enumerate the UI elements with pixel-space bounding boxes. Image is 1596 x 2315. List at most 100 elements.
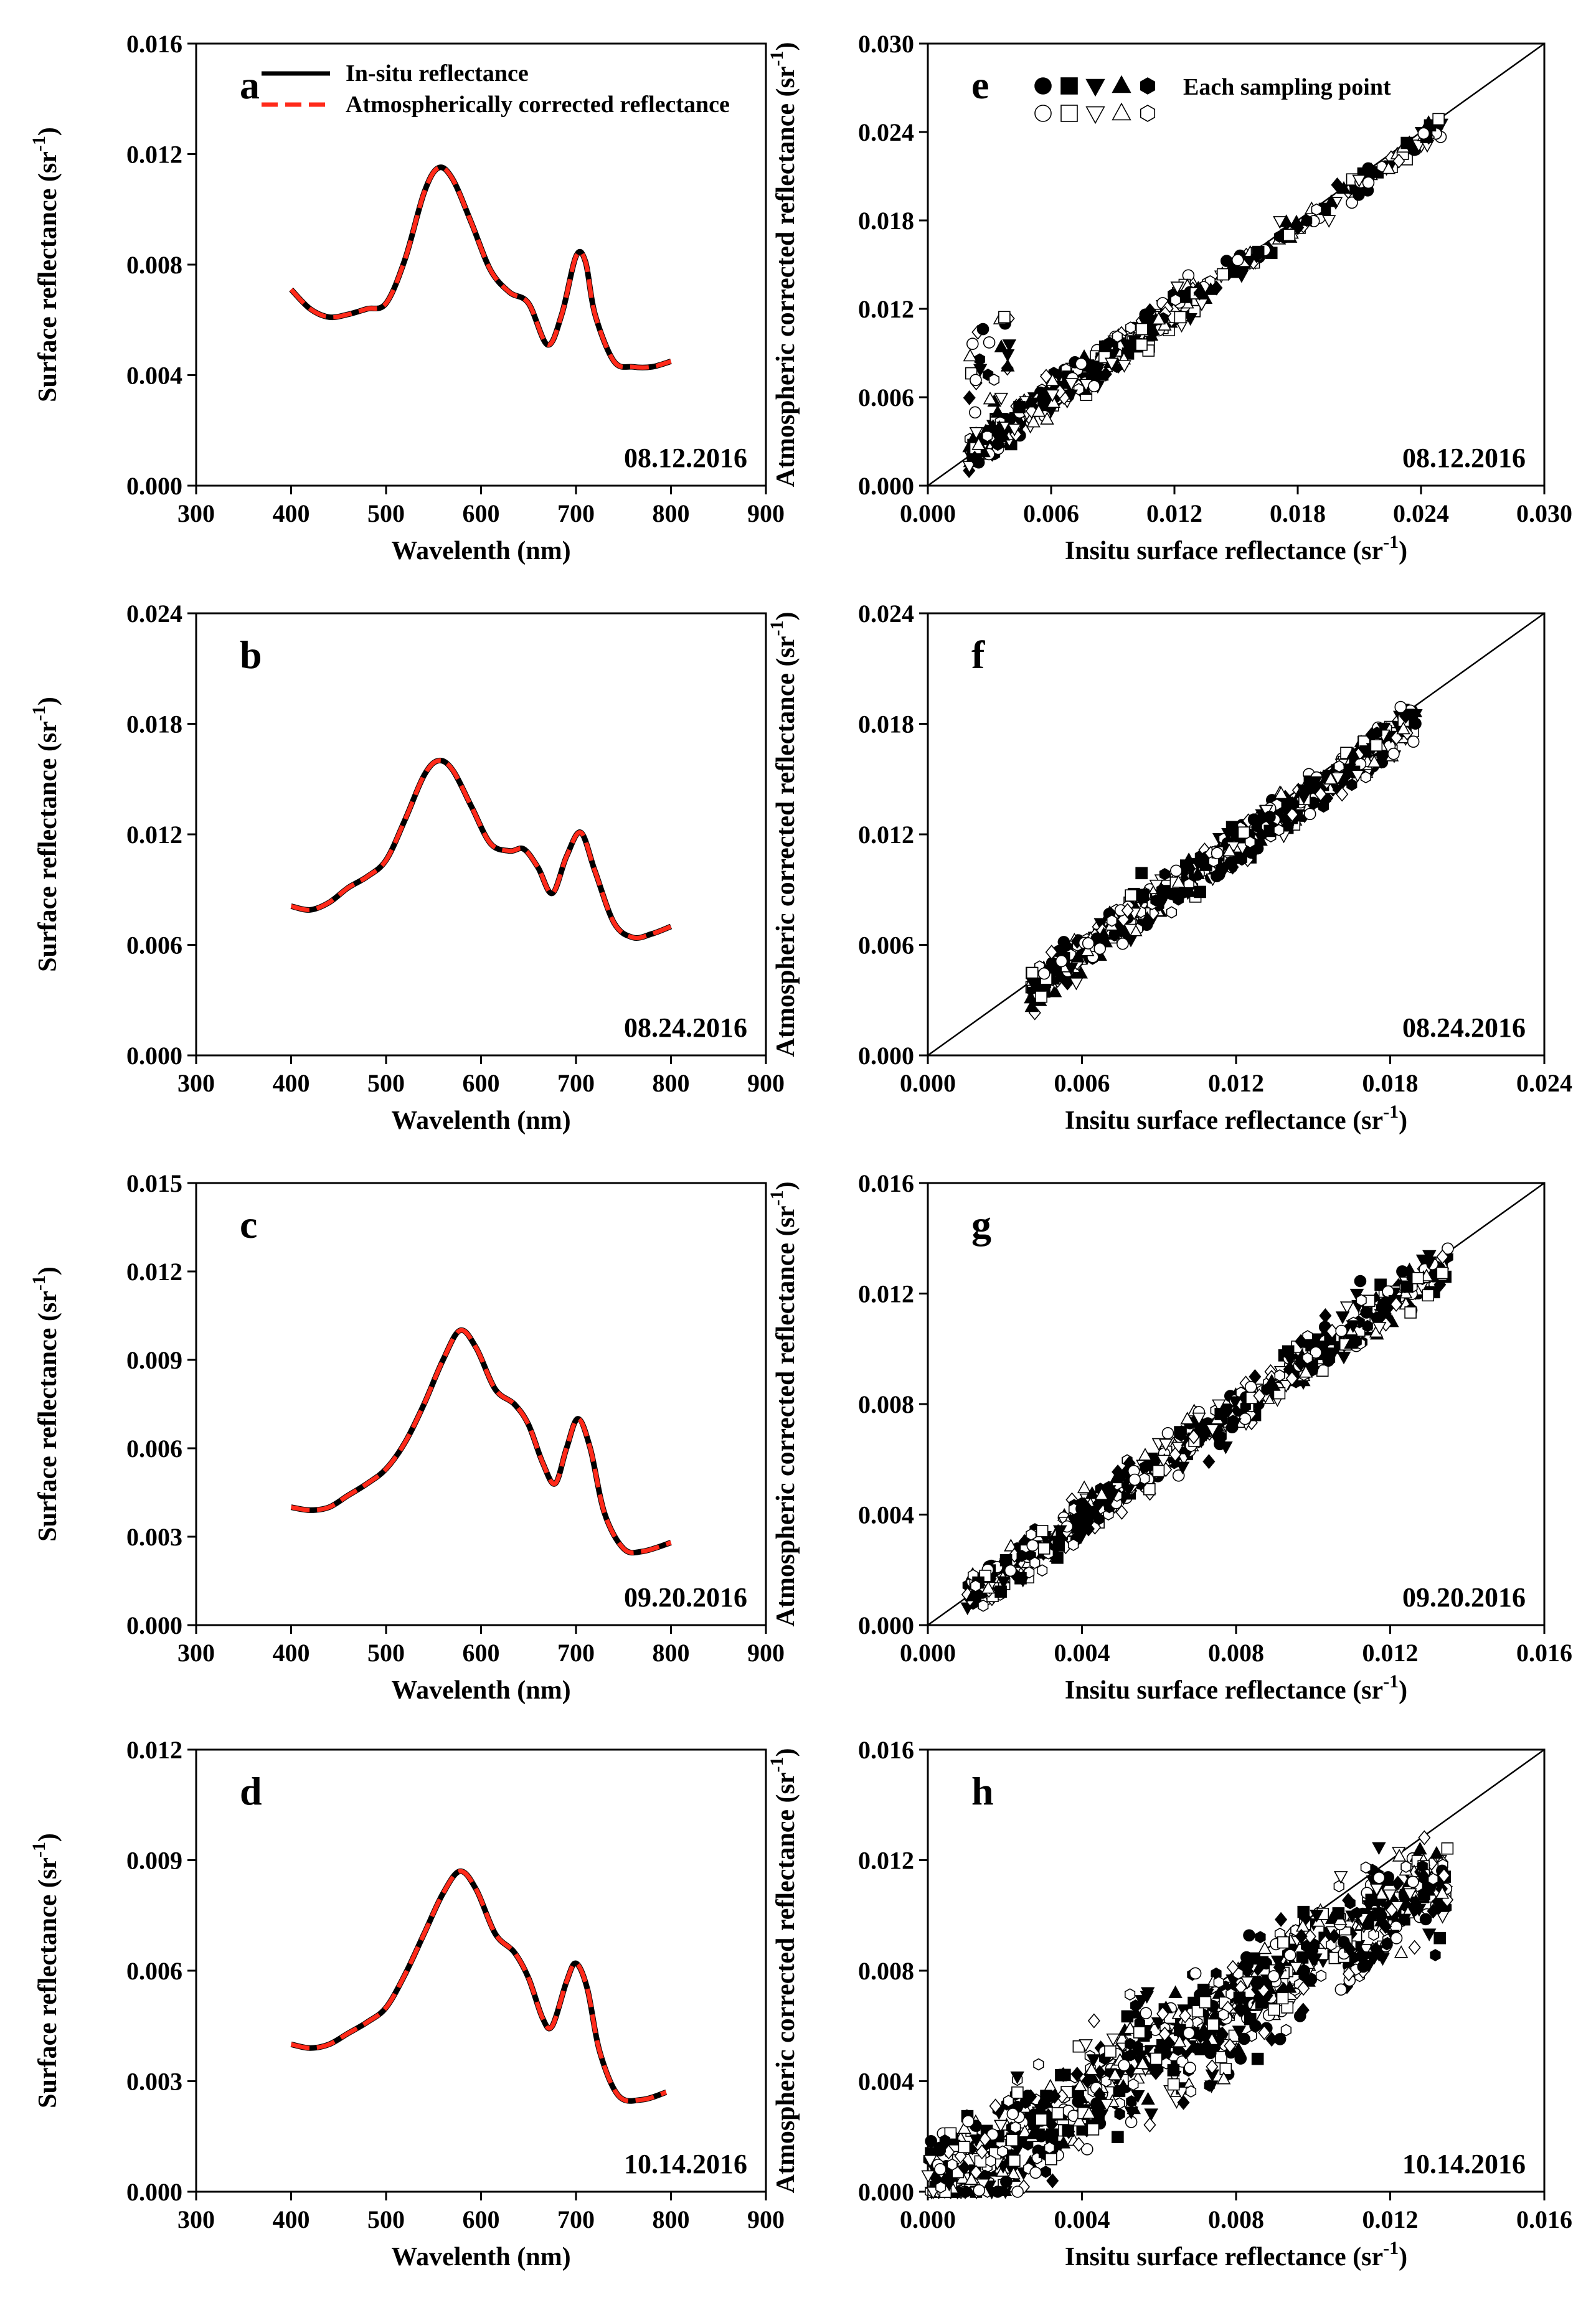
x-tick-label: 400 xyxy=(273,499,310,527)
data-point xyxy=(1056,2136,1071,2149)
data-point xyxy=(1046,2128,1059,2141)
data-point xyxy=(1268,2003,1280,2016)
data-point xyxy=(1295,1334,1308,1349)
panel-letter: b xyxy=(240,633,262,677)
data-point xyxy=(1140,2007,1152,2019)
data-point xyxy=(1267,1970,1280,1983)
data-point xyxy=(1191,2005,1204,2017)
x-tick-label: 300 xyxy=(177,1639,215,1667)
data-point xyxy=(1215,2051,1227,2063)
x-tick-label: 700 xyxy=(557,1639,595,1667)
data-point xyxy=(1064,963,1079,976)
x-tick-label: 0.012 xyxy=(1208,1069,1264,1097)
x-tick-label: 300 xyxy=(177,2205,215,2233)
x-axis-label: Insitu surface reflectance (sr-1) xyxy=(1065,1101,1407,1135)
y-tick-label: 0.012 xyxy=(126,1736,182,1764)
y-tick-label: 0.004 xyxy=(858,1501,914,1529)
data-point xyxy=(1331,177,1344,192)
data-point xyxy=(1046,395,1060,408)
data-point xyxy=(1296,784,1311,798)
data-point xyxy=(1367,755,1382,768)
x-tick-label: 0.000 xyxy=(900,499,956,527)
data-point xyxy=(964,2172,979,2185)
data-point xyxy=(1404,1306,1417,1319)
data-point xyxy=(992,420,1007,433)
data-point xyxy=(1040,412,1054,425)
data-point xyxy=(1000,349,1015,362)
data-point xyxy=(1419,1913,1432,1926)
data-point xyxy=(1172,2034,1187,2047)
x-tick-label: 600 xyxy=(463,2205,500,2233)
data-point xyxy=(1088,380,1100,392)
x-tick-label: 0.012 xyxy=(1146,499,1202,527)
data-point xyxy=(1422,1289,1435,1302)
x-tick-label: 500 xyxy=(367,2205,405,2233)
data-point xyxy=(1084,2062,1099,2075)
data-point xyxy=(1441,1842,1454,1855)
y-tick-label: 0.012 xyxy=(858,821,914,849)
x-tick-label: 800 xyxy=(653,499,690,527)
data-point xyxy=(1003,2095,1014,2108)
x-axis-label: Insitu surface reflectance (sr-1) xyxy=(1065,2238,1407,2271)
data-point xyxy=(1124,2106,1138,2119)
data-point xyxy=(1115,2030,1130,2044)
data-point xyxy=(1400,1860,1412,1873)
data-point xyxy=(1216,1430,1227,1443)
x-tick-label: 0.016 xyxy=(1516,1639,1572,1667)
data-point xyxy=(1250,248,1263,263)
data-point xyxy=(1203,282,1218,295)
data-point xyxy=(1273,824,1285,837)
panel-letter: a xyxy=(240,63,260,107)
y-tick-label: 0.009 xyxy=(126,1346,182,1374)
data-point xyxy=(1394,700,1407,714)
data-point xyxy=(1183,2027,1196,2039)
data-point xyxy=(1322,1354,1335,1367)
legend-label-corrected: Atmospherically corrected reflectance xyxy=(346,92,730,118)
data-point xyxy=(1307,1943,1319,1956)
x-tick-label: 600 xyxy=(463,1639,500,1667)
data-point xyxy=(1356,1950,1369,1963)
data-point xyxy=(1214,1408,1227,1420)
x-tick-label: 700 xyxy=(557,1069,595,1097)
x-tick-label: 0.000 xyxy=(900,2205,956,2233)
data-point xyxy=(1046,373,1060,386)
data-point xyxy=(1435,1911,1450,1924)
data-point xyxy=(1037,1542,1051,1555)
y-tick-label: 0.000 xyxy=(126,2178,182,2206)
data-point xyxy=(1011,2185,1024,2198)
x-tick-label: 0.006 xyxy=(1023,499,1079,527)
data-point xyxy=(1303,1928,1316,1945)
data-point xyxy=(983,391,998,405)
data-point xyxy=(1323,771,1338,785)
data-point xyxy=(1346,1320,1361,1333)
legend-marker-open xyxy=(1060,105,1078,122)
data-point xyxy=(1118,2059,1130,2072)
data-point xyxy=(1189,1967,1202,1980)
data-point xyxy=(1035,2113,1047,2126)
data-point xyxy=(1179,2008,1192,2024)
data-point xyxy=(1372,1842,1386,1855)
data-point xyxy=(1421,115,1436,128)
data-point xyxy=(1298,1365,1313,1378)
data-point xyxy=(1104,336,1115,349)
data-point xyxy=(1232,2025,1247,2039)
data-point xyxy=(1040,2166,1051,2178)
data-point xyxy=(1362,176,1375,189)
data-point xyxy=(1104,357,1119,370)
data-point xyxy=(1197,1424,1212,1438)
data-point xyxy=(1337,1936,1350,1948)
data-point xyxy=(1072,2136,1085,2152)
data-point xyxy=(1128,2078,1139,2091)
data-point xyxy=(1212,1399,1226,1413)
data-point xyxy=(1055,2069,1067,2082)
data-point xyxy=(1394,1945,1409,1958)
x-tick-label: 800 xyxy=(653,2205,690,2233)
data-point xyxy=(1170,281,1185,295)
data-point xyxy=(1359,1944,1374,1957)
y-tick-label: 0.006 xyxy=(858,931,914,959)
data-point xyxy=(1254,1975,1267,1991)
x-tick-label: 0.004 xyxy=(1054,2205,1110,2233)
data-point xyxy=(1125,2049,1136,2062)
data-point xyxy=(985,2154,996,2167)
data-point xyxy=(1006,2134,1019,2147)
